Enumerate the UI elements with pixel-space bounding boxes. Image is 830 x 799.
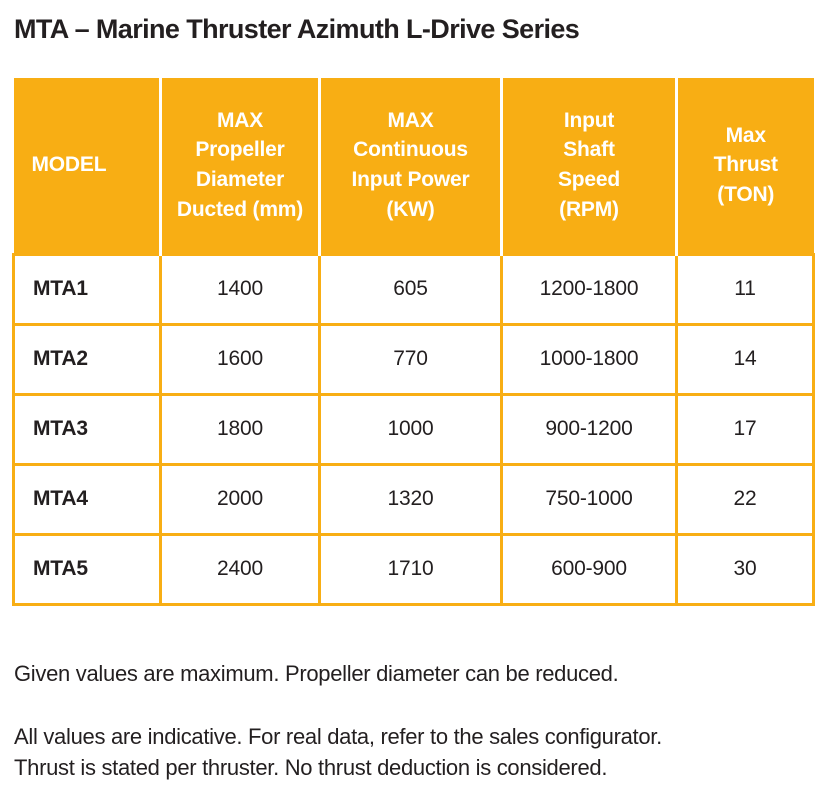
diameter-cell: 1400 <box>159 252 321 326</box>
speed-cell: 750-1000 <box>500 462 678 536</box>
table-row: MTA1 1400 605 1200-1800 11 <box>12 252 815 326</box>
page-title: MTA – Marine Thruster Azimuth L-Drive Se… <box>14 14 580 44</box>
power-cell: 1320 <box>318 462 503 536</box>
table-row: MTA5 2400 1710 600-900 30 <box>12 532 815 606</box>
model-cell: MTA4 <box>12 462 162 536</box>
footnote-maximum-values: Given values are maximum. Propeller diam… <box>14 661 619 686</box>
speed-cell: 600-900 <box>500 532 678 606</box>
power-cell: 605 <box>318 252 503 326</box>
thrust-cell: 17 <box>675 392 815 466</box>
table-row: MTA2 1600 770 1000-1800 14 <box>12 322 815 396</box>
table-row: MTA3 1800 1000 900-1200 17 <box>12 392 815 466</box>
power-cell: 1000 <box>318 392 503 466</box>
power-cell: 1710 <box>318 532 503 606</box>
model-cell: MTA2 <box>12 322 162 396</box>
model-cell: MTA1 <box>12 252 162 326</box>
column-header-model: MODEL <box>13 78 161 254</box>
diameter-cell: 1600 <box>159 322 321 396</box>
thrust-cell: 11 <box>675 252 815 326</box>
model-cell: MTA5 <box>12 532 162 606</box>
spec-table-body: MTA1 1400 605 1200-1800 11 MTA2 1600 770… <box>12 252 815 606</box>
thrust-cell: 30 <box>675 532 815 606</box>
model-cell: MTA3 <box>12 392 162 466</box>
table-row: MTA4 2000 1320 750-1000 22 <box>12 462 815 536</box>
power-cell: 770 <box>318 322 503 396</box>
diameter-cell: 2000 <box>159 462 321 536</box>
header-row: MODEL MAX Propeller Diameter Ducted (mm)… <box>13 78 814 254</box>
diameter-cell: 2400 <box>159 532 321 606</box>
footnote-indicative-values: All values are indicative. For real data… <box>14 724 662 780</box>
diameter-cell: 1800 <box>159 392 321 466</box>
speed-cell: 900-1200 <box>500 392 678 466</box>
column-header-input-power: MAX Continuous Input Power (KW) <box>318 78 502 254</box>
thrust-cell: 22 <box>675 462 815 536</box>
spec-table-header: MODEL MAX Propeller Diameter Ducted (mm)… <box>13 78 814 254</box>
speed-cell: 1200-1800 <box>500 252 678 326</box>
column-header-propeller-diameter: MAX Propeller Diameter Ducted (mm) <box>159 78 320 254</box>
spec-table: MODEL MAX Propeller Diameter Ducted (mm)… <box>12 78 815 606</box>
column-header-max-thrust: Max Thrust (TON) <box>675 78 814 254</box>
column-header-shaft-speed: Input Shaft Speed (RPM) <box>500 78 677 254</box>
thrust-cell: 14 <box>675 322 815 396</box>
footnotes: Given values are maximum. Propeller diam… <box>14 658 814 783</box>
speed-cell: 1000-1800 <box>500 322 678 396</box>
